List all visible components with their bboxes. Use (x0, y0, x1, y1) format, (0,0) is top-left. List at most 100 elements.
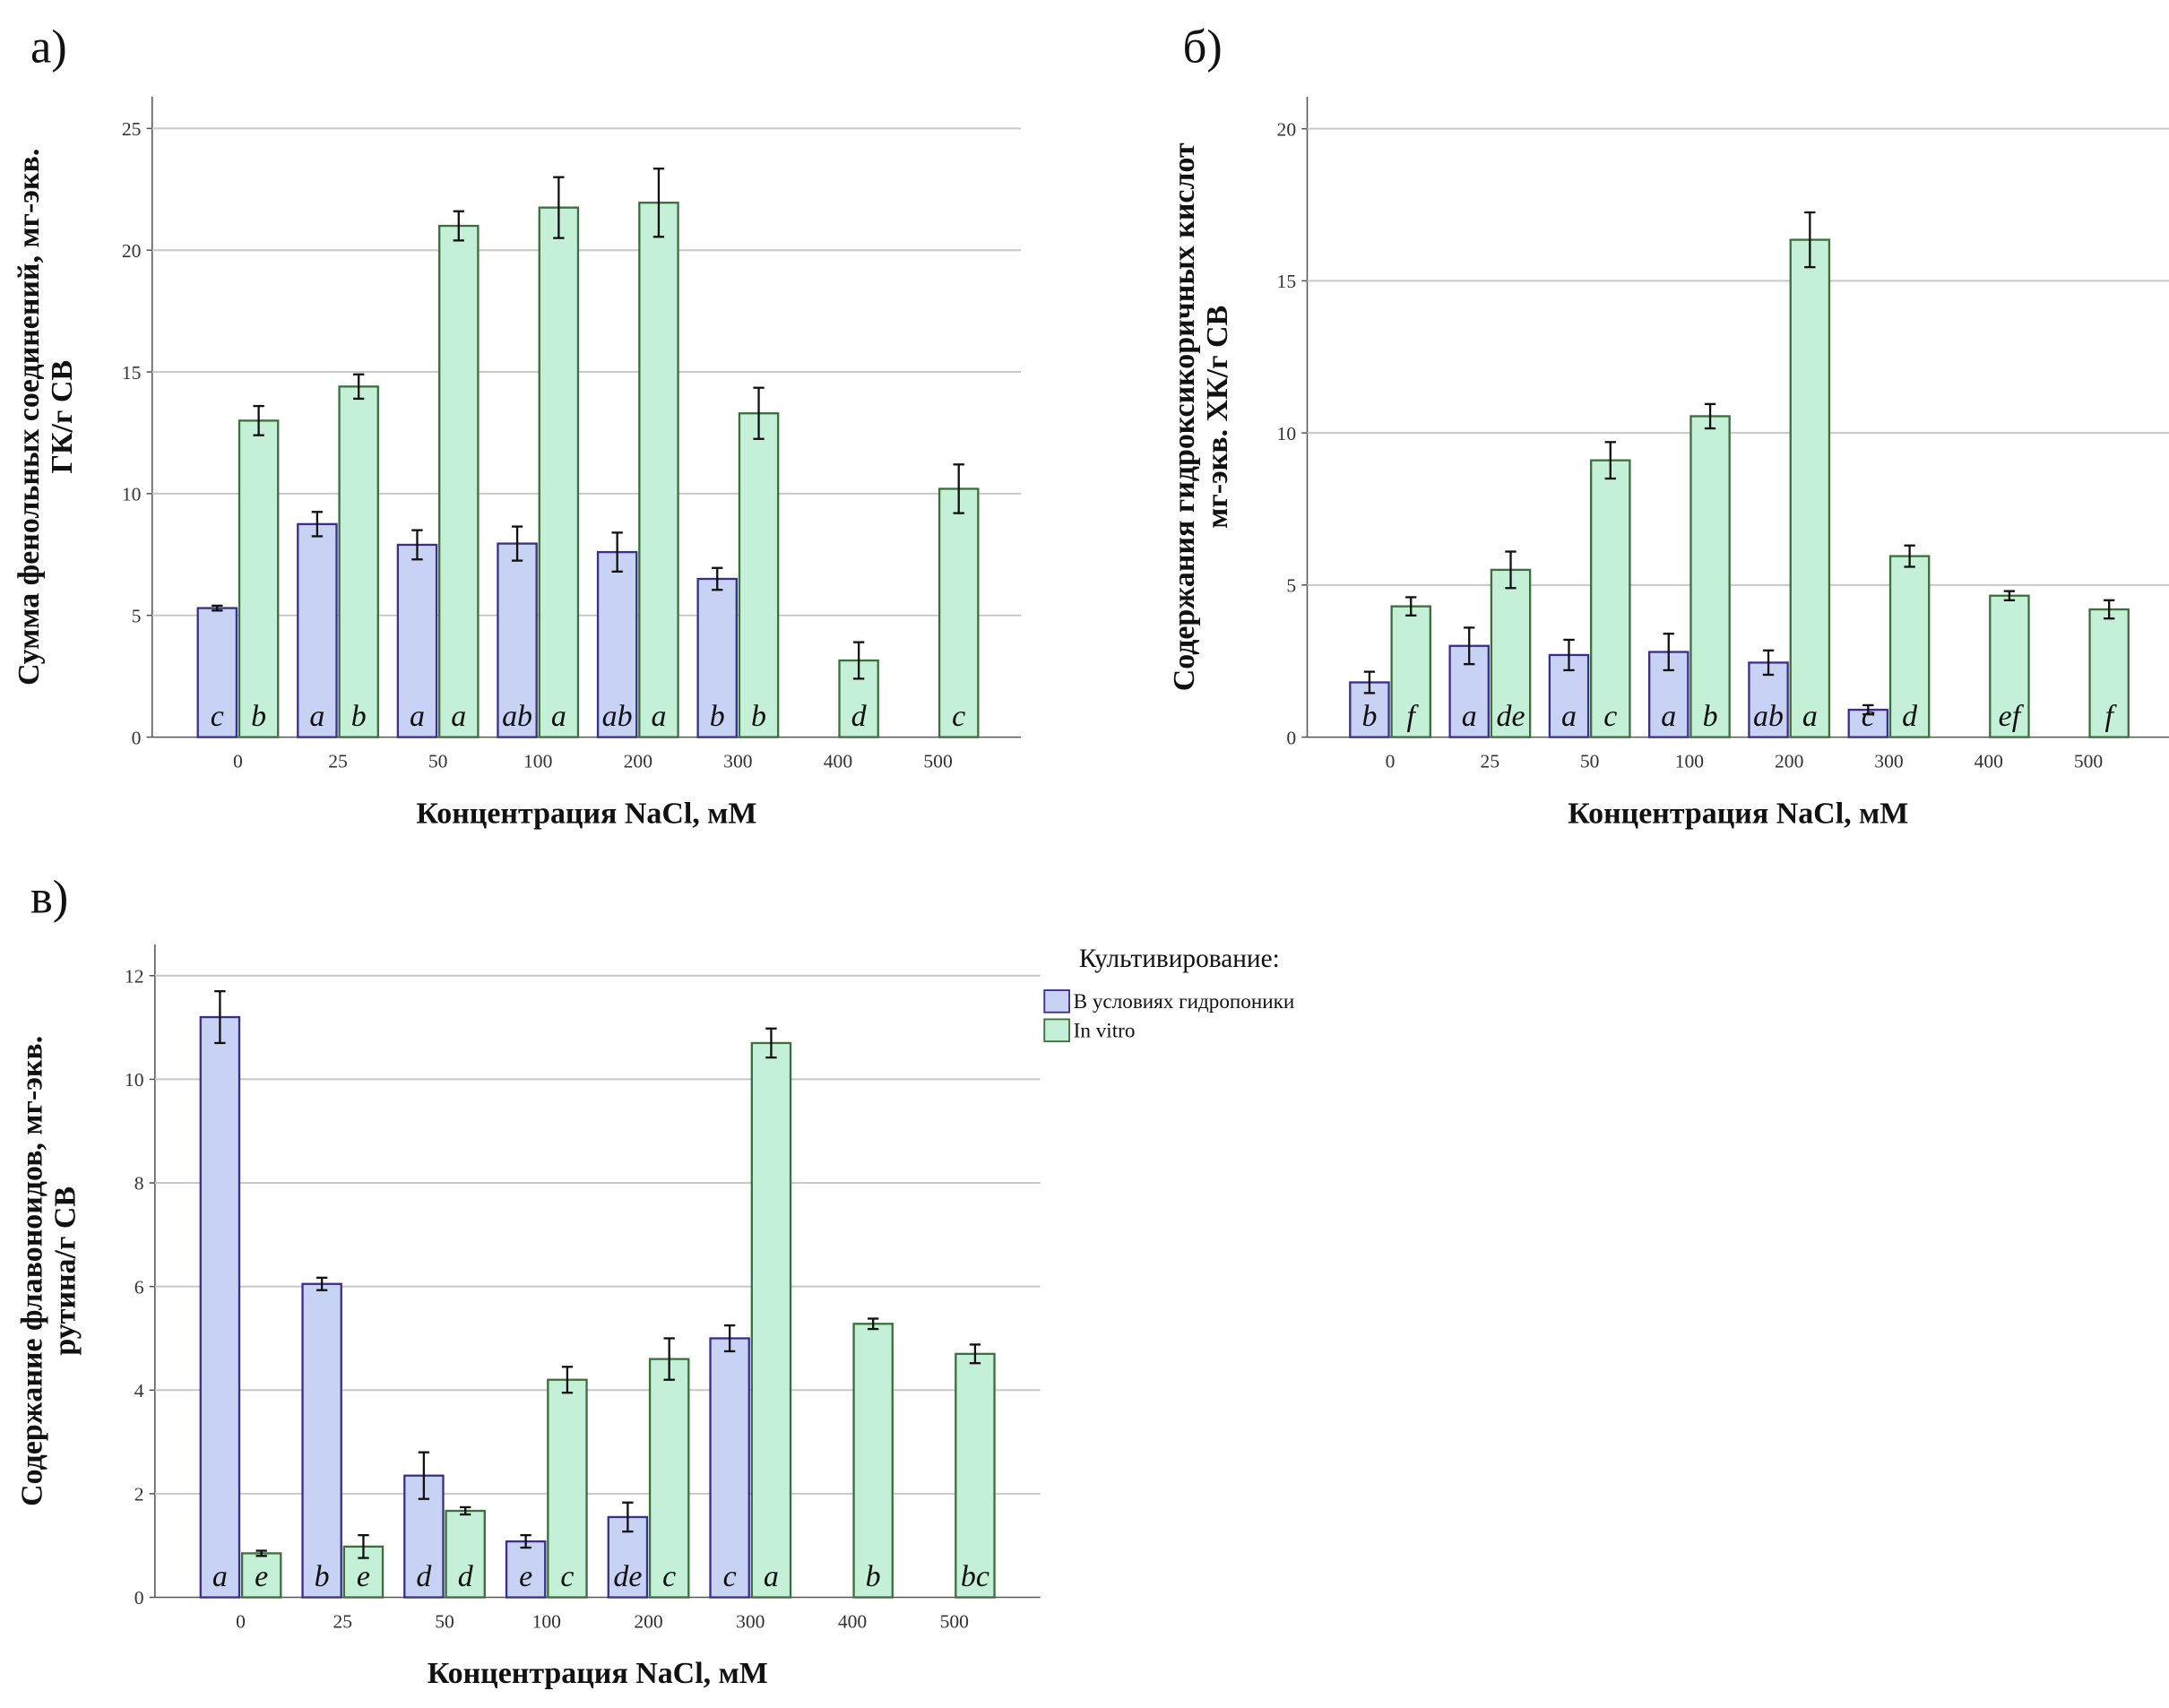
bar (199, 1015, 241, 1599)
x-tick-label: 0 (236, 1610, 246, 1632)
bar (938, 487, 980, 738)
error-bar (611, 531, 623, 573)
legend-label: In vitro (1074, 1019, 1136, 1042)
bar (1989, 594, 2030, 738)
x-tick-label: 25 (333, 1610, 352, 1632)
bar (738, 412, 780, 738)
significance-letter: e (255, 1560, 268, 1593)
significance-letter: c (211, 700, 224, 733)
error-bar (652, 168, 665, 238)
significance-letter: de (613, 1560, 642, 1593)
panel-label: б) (1183, 21, 1223, 73)
error-bar (1762, 649, 1775, 677)
error-bar (353, 373, 365, 401)
bar (396, 543, 438, 738)
y-tick-label: 12 (125, 965, 144, 987)
legend-swatch (1043, 1018, 1070, 1043)
error-bar (622, 1501, 634, 1533)
bar (338, 385, 379, 738)
significance-letter: ef (1999, 700, 2025, 733)
bar (955, 1352, 996, 1599)
y-tick-label: 5 (132, 605, 142, 626)
significance-letter: a (551, 700, 566, 733)
y-tick-label: 6 (134, 1276, 144, 1298)
error-bar (411, 529, 423, 561)
significance-letter: b (751, 700, 766, 733)
error-bar (253, 404, 264, 436)
bar (709, 1337, 750, 1599)
significance-letter: ab (502, 700, 532, 733)
x-tick-label: 500 (940, 1610, 969, 1632)
significance-letter: e (357, 1560, 370, 1593)
significance-letter: d (458, 1560, 474, 1593)
y-tick-label: 2 (134, 1484, 144, 1505)
legend-swatch (1043, 989, 1070, 1014)
significance-letter: d (851, 700, 868, 733)
significance-letter: b (251, 700, 266, 733)
error-bar (315, 1276, 328, 1291)
error-bar (2003, 590, 2016, 601)
bar (301, 1282, 342, 1599)
panel-label: в) (30, 872, 68, 924)
bar (1888, 555, 1931, 738)
error-bar (460, 1505, 471, 1516)
x-tick-label: 400 (1975, 751, 2003, 772)
significance-letter: a (212, 1560, 228, 1593)
significance-letter: b (710, 700, 725, 733)
significance-letter: a (410, 700, 425, 733)
error-bar (1405, 596, 1417, 617)
bar (638, 202, 679, 738)
bar (445, 1509, 486, 1599)
bar (505, 1540, 547, 1599)
x-tick-label: 0 (1386, 751, 1396, 772)
significance-letter: c (662, 1560, 676, 1593)
x-tick-label: 0 (233, 751, 243, 772)
y-tick-label: 15 (1277, 271, 1297, 292)
significance-letter: e (519, 1560, 532, 1593)
error-bar (553, 176, 565, 239)
x-tick-label: 400 (838, 1610, 867, 1632)
x-tick-label: 100 (1675, 751, 1704, 772)
error-bar (511, 525, 523, 562)
error-bar (1604, 441, 1616, 480)
bar (196, 607, 238, 738)
error-bar (969, 1343, 981, 1365)
bar (1689, 415, 1731, 738)
x-axis-title: Концентрация NaCl, мМ (1568, 797, 1908, 830)
error-bar (358, 1534, 369, 1559)
y-axis-title: Содержание флавоноидов, мг-экв. (15, 1036, 48, 1506)
x-tick-label: 300 (1874, 751, 1903, 772)
significance-letter: d (416, 1560, 432, 1593)
significance-letter: ab (1753, 700, 1784, 733)
y-axis-title: ГК/г СВ (46, 360, 79, 474)
significance-letter: c (952, 700, 965, 733)
significance-letter: a (764, 1560, 779, 1593)
y-tick-label: 25 (122, 118, 142, 140)
y-axis-title: Сумма фенольных соединений, мг-экв. (13, 149, 46, 686)
x-tick-label: 50 (428, 751, 448, 772)
significance-letter: c (1862, 700, 1875, 733)
error-bar (1505, 550, 1517, 590)
y-tick-label: 0 (1286, 727, 1296, 748)
x-tick-label: 300 (723, 751, 752, 772)
y-tick-label: 0 (132, 727, 142, 748)
bar (240, 1552, 282, 1599)
x-tick-label: 500 (2074, 751, 2103, 772)
y-tick-label: 10 (122, 484, 142, 505)
significance-letter: a (1661, 700, 1676, 733)
y-tick-label: 10 (125, 1069, 144, 1091)
significance-letter: b (351, 700, 367, 733)
x-tick-label: 50 (435, 1610, 454, 1632)
y-tick-label: 10 (1277, 423, 1297, 444)
significance-letter: ab (602, 700, 633, 733)
bar (438, 224, 480, 738)
x-tick-label: 100 (523, 751, 552, 772)
significance-letter: de (1496, 700, 1525, 733)
significance-letter: a (651, 700, 666, 733)
error-bar (723, 1324, 736, 1353)
bar (2088, 608, 2130, 738)
x-axis-title: Концентрация NaCl, мМ (416, 797, 756, 830)
y-tick-label: 20 (1277, 118, 1297, 140)
error-bar (1563, 638, 1575, 672)
